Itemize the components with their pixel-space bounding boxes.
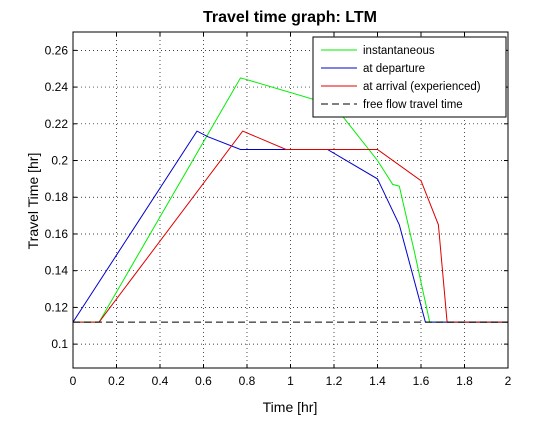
x-tick-label: 2: [505, 374, 512, 388]
x-tick-label: 0: [70, 374, 77, 388]
x-tick-label: 1: [287, 374, 294, 388]
x-tick-label: 1.6: [413, 374, 430, 388]
legend-label-1: at departure: [363, 63, 425, 75]
y-tick-label: 0.18: [45, 190, 69, 204]
y-tick-label: 0.22: [45, 117, 69, 131]
series-line-2: [73, 130, 508, 323]
series-layer: [72, 77, 508, 323]
legend: instantaneous at departure at arrival (exp…: [312, 36, 507, 118]
x-tick-label: 0.2: [108, 374, 125, 388]
y-tick-label: 0.24: [45, 80, 69, 94]
y-tick-label: 0.12: [45, 300, 69, 314]
chart-title: Travel time graph: LTM: [203, 9, 377, 26]
x-tick-label: 0.6: [195, 374, 212, 388]
y-tick-label: 0.1: [51, 337, 68, 351]
x-tick-label: 1.8: [456, 374, 473, 388]
legend-label-2: at arrival (experienced): [363, 81, 481, 93]
legend-label-0: instantaneous: [363, 45, 435, 57]
x-tick-label: 0.8: [239, 374, 256, 388]
series-line-0: [73, 77, 508, 323]
x-axis-label: Time [hr]: [263, 399, 318, 415]
x-tick-label: 1.2: [326, 374, 343, 388]
y-tick-label: 0.16: [45, 227, 69, 241]
y-axis-label: Travel Time [hr]: [25, 153, 41, 250]
legend-label-3: free flow travel time: [363, 99, 463, 111]
y-tick-label: 0.26: [45, 43, 69, 57]
x-tick-label: 0.4: [152, 374, 169, 388]
tick-layer: 0 0.2 0.4 0.6 0.8 1 1.2 1.4 1.6 1.8 2 0.1 0.12 0.14 0.…: [45, 32, 512, 388]
y-tick-label: 0.2: [51, 154, 68, 168]
y-tick-label: 0.14: [45, 264, 69, 278]
series-line-1: [72, 130, 508, 323]
x-tick-label: 1.4: [369, 374, 386, 388]
